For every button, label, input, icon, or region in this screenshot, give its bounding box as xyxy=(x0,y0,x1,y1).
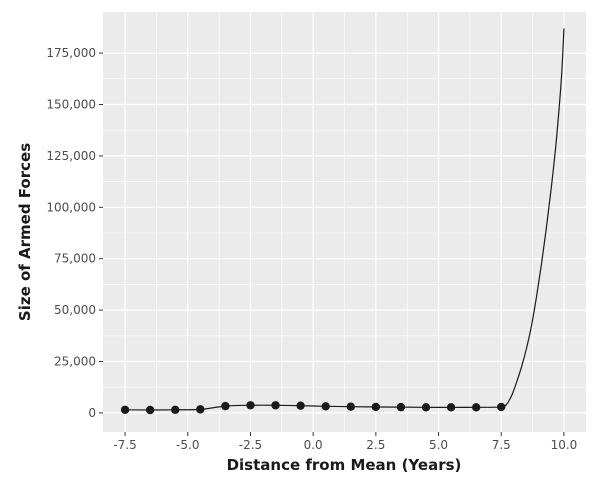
y-tick-label: 175,000 xyxy=(46,46,96,60)
y-tick-label: 100,000 xyxy=(46,200,96,214)
x-axis-title: Distance from Mean (Years) xyxy=(227,456,462,474)
data-point xyxy=(421,403,431,412)
data-point xyxy=(371,402,381,412)
x-tick-label: 10.0 xyxy=(551,438,578,452)
data-point xyxy=(145,405,155,415)
y-tick-label: 150,000 xyxy=(46,98,96,112)
data-point xyxy=(471,403,481,412)
x-tick-label: -7.5 xyxy=(113,438,136,452)
y-tick-label: 0 xyxy=(88,406,96,420)
data-point xyxy=(446,403,456,412)
y-tick-label: 50,000 xyxy=(54,303,96,317)
y-tick-label: 75,000 xyxy=(54,252,96,266)
data-point xyxy=(497,402,506,412)
data-point xyxy=(396,402,406,412)
data-point xyxy=(321,402,330,411)
y-axis-title: Size of Armed Forces xyxy=(16,143,34,321)
x-tick-label: 0.0 xyxy=(304,438,323,452)
data-point xyxy=(246,401,255,410)
x-tick-label: 2.5 xyxy=(366,438,385,452)
x-tick-label: 5.0 xyxy=(429,438,448,452)
data-point xyxy=(296,401,305,410)
data-point xyxy=(346,402,355,411)
y-tick-label: 25,000 xyxy=(54,354,96,368)
x-axis-ticks: -7.5 -5.0 -2.5 0.0 2.5 5.0 7.5 10.0 xyxy=(113,432,577,452)
x-tick-label: -5.0 xyxy=(176,438,199,452)
grid xyxy=(103,12,586,432)
data-point xyxy=(171,405,180,414)
data-points xyxy=(120,401,506,415)
y-axis-ticks: 0 25,000 50,000 75,000 100,000 125,000 150,000… xyxy=(46,46,103,420)
data-point xyxy=(271,401,280,410)
data-point xyxy=(196,405,205,414)
x-tick-label: 7.5 xyxy=(492,438,511,452)
data-point xyxy=(221,401,230,411)
data-point xyxy=(120,405,130,414)
y-tick-label: 125,000 xyxy=(46,149,96,163)
x-tick-label: -2.5 xyxy=(239,438,262,452)
